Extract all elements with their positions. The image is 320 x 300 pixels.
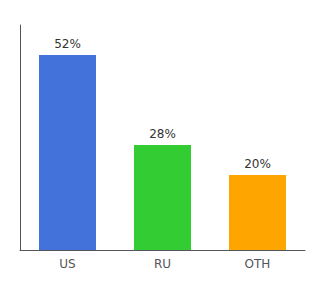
svg-text:20%: 20% — [244, 157, 271, 171]
svg-text:52%: 52% — [54, 37, 81, 51]
svg-text:OTH: OTH — [245, 257, 271, 271]
svg-text:RU: RU — [154, 257, 171, 271]
svg-text:28%: 28% — [149, 127, 176, 141]
svg-text:US: US — [59, 257, 75, 271]
